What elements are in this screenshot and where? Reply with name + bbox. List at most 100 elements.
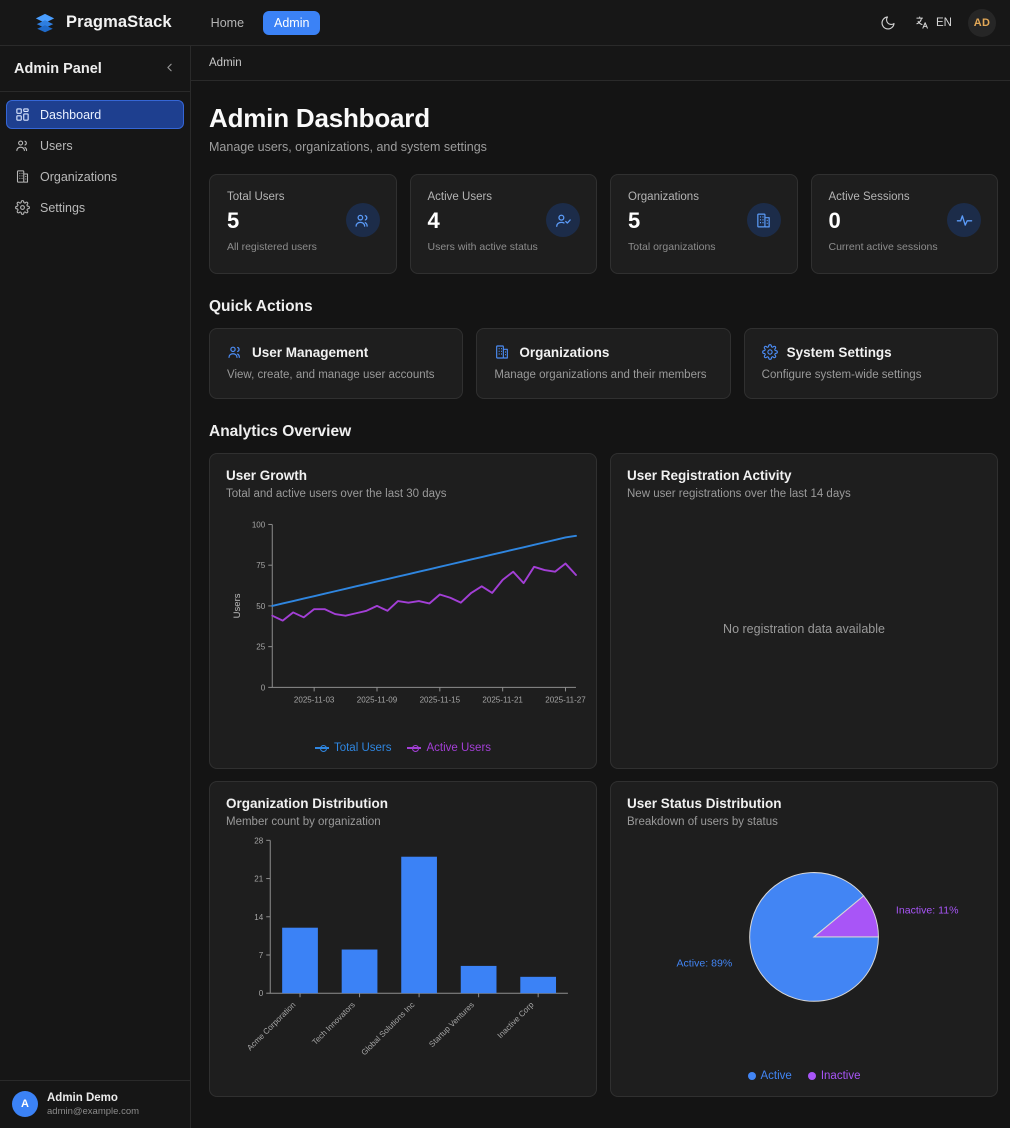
svg-text:2025-11-15: 2025-11-15 — [420, 695, 461, 704]
quick-action-description: View, create, and manage user accounts — [227, 369, 435, 381]
chart-card-user-growth: User Growth Total and active users over … — [209, 453, 597, 769]
quick-action-system-settings[interactable]: System Settings Configure system-wide se… — [743, 328, 998, 399]
chevron-left-icon[interactable] — [163, 61, 176, 76]
svg-text:Tech Innovators: Tech Innovators — [310, 1000, 356, 1046]
sidebar-item-organizations[interactable]: Organizations — [6, 162, 184, 191]
users-icon — [345, 203, 380, 237]
legend-swatch — [407, 745, 422, 752]
legend-swatch — [314, 745, 329, 752]
sidebar-item-users[interactable]: Users — [6, 131, 184, 160]
legend-label: Active Users — [426, 742, 492, 754]
svg-text:Global Solutions Inc: Global Solutions Inc — [360, 1000, 417, 1057]
line-chart-plot-area: 0 25 50 75 100 2025-11-03 2025-11-09 2025-11-15… — [226, 500, 586, 742]
chart-title: User Status Distribution — [627, 796, 782, 811]
svg-text:Inactive Corp: Inactive Corp — [496, 1000, 536, 1040]
svg-text:25: 25 — [256, 643, 265, 652]
svg-text:0: 0 — [261, 683, 266, 692]
stat-card-organizations: Organizations 5 Total organizations — [610, 174, 798, 274]
svg-text:28: 28 — [254, 836, 263, 845]
legend-item-total-users[interactable]: Total Users — [314, 742, 392, 754]
chart-title: User Registration Activity — [627, 468, 792, 483]
legend-swatch — [807, 1072, 816, 1080]
stat-card-total-users: Total Users 5 All registered users — [209, 174, 397, 274]
svg-text:14: 14 — [254, 913, 263, 922]
sidebar: Admin Panel Dashboard — [0, 46, 191, 1128]
chart-card-organization-distribution: Organization Distribution Member count b… — [209, 781, 597, 1097]
stat-description: Current active sessions — [828, 241, 938, 254]
stat-value: 0 — [828, 208, 841, 233]
breadcrumb[interactable]: Admin — [209, 57, 242, 69]
top-nav-links: Home Admin — [200, 10, 321, 35]
sidebar-item-label: Settings — [40, 200, 86, 215]
chart-title: Organization Distribution — [226, 796, 388, 811]
page-subtitle: Manage users, organizations, and system … — [209, 140, 487, 154]
svg-text:2025-11-21: 2025-11-21 — [482, 695, 523, 704]
analytics-row-1: User Growth Total and active users over … — [209, 453, 998, 769]
analytics-heading: Analytics Overview — [209, 423, 352, 440]
legend-item-active-users[interactable]: Active Users — [407, 742, 491, 754]
top-nav-home[interactable]: Home — [210, 15, 245, 30]
gear-icon — [15, 200, 30, 215]
brand-name: PragmaStack — [66, 13, 172, 31]
svg-text:Inactive: 11%: Inactive: 11% — [896, 904, 959, 916]
empty-state-message: No registration data available — [723, 622, 885, 636]
building-icon — [496, 345, 509, 359]
quick-action-title: System Settings — [786, 344, 892, 360]
svg-text:21: 21 — [254, 875, 263, 884]
building-icon — [746, 203, 781, 237]
stat-description: Users with active status — [427, 241, 538, 254]
quick-action-organizations[interactable]: Organizations Manage organizations and t… — [476, 328, 731, 399]
stat-label: Active Sessions — [828, 191, 910, 203]
sidebar-header: Admin Panel — [0, 46, 190, 92]
brand[interactable]: PragmaStack — [34, 12, 172, 34]
svg-text:2025-11-27: 2025-11-27 — [545, 695, 586, 704]
pie-chart-legend: Active Inactive — [627, 1070, 981, 1086]
avatar[interactable]: AD — [968, 8, 996, 37]
moon-icon[interactable] — [877, 12, 899, 34]
sidebar-item-dashboard[interactable]: Dashboard — [6, 100, 184, 129]
quick-action-title: Organizations — [519, 344, 610, 360]
quick-action-title: User Management — [252, 344, 369, 360]
chart-subtitle: New user registrations over the last 14 … — [627, 488, 851, 500]
svg-text:75: 75 — [256, 561, 265, 570]
building-icon — [16, 170, 29, 183]
quick-action-description: Configure system-wide settings — [761, 369, 922, 381]
users-icon — [16, 140, 28, 152]
line-chart-legend: Total Users Active Users — [226, 742, 580, 758]
stat-description: All registered users — [227, 241, 317, 254]
grid-icon — [16, 108, 29, 121]
stat-label: Active Users — [427, 191, 493, 203]
quick-action-description: Manage organizations and their members — [494, 369, 707, 381]
topbar-actions: EN AD — [877, 8, 996, 37]
legend-label: Inactive — [820, 1070, 861, 1082]
avatar: A — [12, 1091, 38, 1118]
quick-action-user-management[interactable]: User Management View, create, and manage… — [209, 328, 464, 399]
svg-text:0: 0 — [259, 989, 264, 998]
svg-text:2025-11-09: 2025-11-09 — [357, 695, 398, 704]
svg-text:Startup Ventures: Startup Ventures — [427, 1000, 476, 1049]
quick-actions-heading: Quick Actions — [209, 298, 313, 315]
svg-text:7: 7 — [259, 951, 264, 960]
activity-icon — [947, 203, 981, 237]
sidebar-user-profile[interactable]: A Admin Demo admin@example.com — [0, 1079, 190, 1128]
gear-icon — [761, 344, 778, 360]
sidebar-item-settings[interactable]: Settings — [6, 193, 184, 222]
legend-item-active[interactable]: Active — [747, 1070, 792, 1082]
translate-icon — [916, 16, 928, 29]
chart-subtitle: Member count by organization — [226, 816, 381, 828]
stat-description: Total organizations — [628, 241, 716, 254]
stat-label: Organizations — [628, 191, 699, 203]
user-check-icon — [546, 203, 580, 237]
svg-text:Users: Users — [232, 593, 243, 618]
legend-item-inactive[interactable]: Inactive — [807, 1070, 861, 1082]
language-switcher[interactable]: EN — [915, 15, 952, 30]
chart-subtitle: Breakdown of users by status — [627, 816, 778, 828]
stat-card-active-users: Active Users 4 Users with active status — [409, 174, 597, 274]
sidebar-title: Admin Panel — [14, 60, 102, 77]
top-nav-admin[interactable]: Admin — [263, 10, 321, 35]
stat-cards-row: Total Users 5 All registered users Activ… — [209, 174, 998, 274]
profile-name: Admin Demo — [47, 1091, 118, 1104]
legend-label: Total Users — [333, 742, 392, 754]
chart-card-user-status-distribution: User Status Distribution Breakdown of us… — [610, 781, 998, 1097]
layers-icon — [35, 13, 55, 32]
